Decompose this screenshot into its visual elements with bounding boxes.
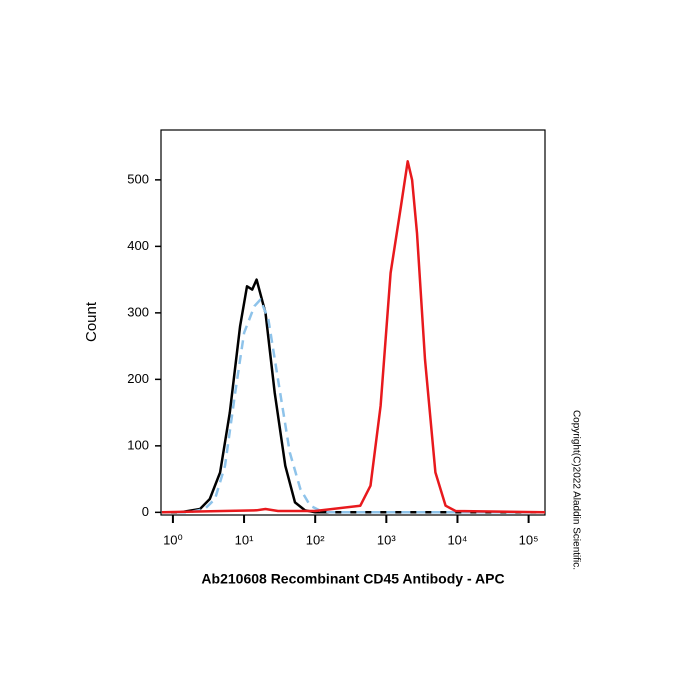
y-tick-label: 100: [127, 437, 149, 452]
plot-frame: [160, 129, 546, 516]
y-tick-label: 200: [127, 371, 149, 386]
x-tick-label: 10³: [377, 532, 396, 547]
x-tick-label: 10⁴: [447, 532, 467, 547]
y-tick-label: 400: [127, 238, 149, 253]
y-axis-title: Count: [83, 301, 100, 342]
x-tick-label: 10¹: [235, 532, 254, 547]
series-line: [161, 278, 545, 514]
x-tick-label: 10⁰: [163, 532, 183, 547]
copyright: Copyright(C)2022 Aladdin Scientific.: [570, 410, 581, 570]
x-tick-label: 10⁵: [519, 532, 539, 547]
y-tick-label: 500: [127, 171, 149, 186]
series-line: [161, 298, 545, 514]
series-line: [161, 160, 546, 514]
y-tick-label: 300: [127, 304, 149, 319]
y-tick-label: 0: [142, 504, 149, 519]
x-axis-title: Ab210608 Recombinant CD45 Antibody - APC: [201, 571, 504, 587]
x-tick-label: 10²: [306, 532, 325, 547]
